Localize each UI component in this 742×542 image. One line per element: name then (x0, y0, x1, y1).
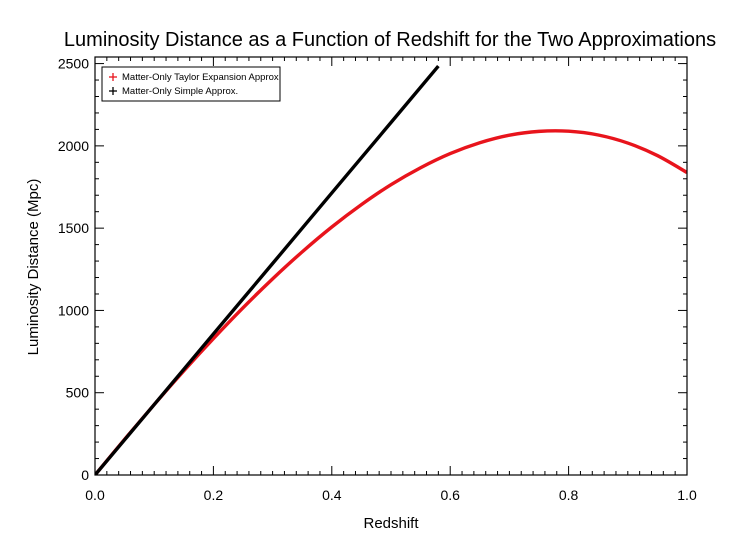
series-line-simple (95, 64, 440, 475)
x-tick-label: 0.6 (440, 487, 460, 503)
plot-frame (94, 56, 688, 476)
x-tick-label: 0.4 (322, 487, 342, 503)
y-tick-label: 0 (81, 467, 89, 483)
legend-label-simple: Matter-Only Simple Approx. (122, 86, 238, 97)
y-tick-label: 2000 (58, 138, 89, 154)
legend-marker-taylor (109, 73, 117, 81)
legend-entry-taylor: Matter-Only Taylor Expansion Approx. (109, 72, 281, 83)
legend-box (101, 66, 281, 102)
chart-title: Luminosity Distance as a Function of Red… (64, 29, 716, 51)
legend-entry-simple: Matter-Only Simple Approx. (109, 86, 238, 97)
y-axis-label: Luminosity Distance (Mpc) (25, 179, 42, 356)
y-tick-label: 500 (66, 385, 90, 401)
x-tick-label: 0.8 (559, 487, 579, 503)
legend-marker-simple (109, 87, 117, 95)
plot-area (95, 64, 687, 475)
x-tick-label: 0.2 (204, 487, 224, 503)
y-tick-label: 1000 (58, 302, 89, 318)
x-tick-label: 0.0 (85, 487, 105, 503)
y-tick-label: 1500 (58, 220, 89, 236)
axis-ticks: 0.0 0.2 0.4 0.6 0.8 1.0 0 500 1000 1500 2000 2500 (58, 56, 697, 503)
y-tick-label: 2500 (58, 56, 89, 72)
legend-label-taylor: Matter-Only Taylor Expansion Approx. (122, 72, 281, 83)
series-line-taylor (95, 129, 687, 475)
x-tick-label: 1.0 (677, 487, 697, 503)
legend: Matter-Only Taylor Expansion Approx. Mat… (101, 66, 281, 102)
x-axis-label: Redshift (363, 515, 419, 532)
